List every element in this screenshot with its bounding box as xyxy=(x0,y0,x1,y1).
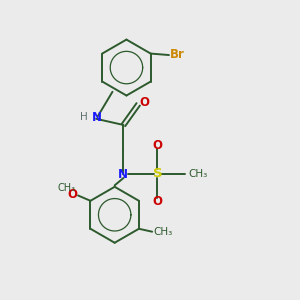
Text: CH₃: CH₃ xyxy=(57,182,75,193)
Text: N: N xyxy=(118,168,128,181)
Text: N: N xyxy=(92,110,102,124)
Text: S: S xyxy=(152,167,162,180)
Text: O: O xyxy=(67,188,77,201)
Text: Br: Br xyxy=(170,48,185,61)
Text: CH₃: CH₃ xyxy=(153,227,172,237)
Text: O: O xyxy=(152,139,162,152)
Text: H: H xyxy=(80,112,88,122)
Text: O: O xyxy=(139,96,149,110)
Text: CH₃: CH₃ xyxy=(188,169,208,178)
Text: O: O xyxy=(152,195,162,208)
